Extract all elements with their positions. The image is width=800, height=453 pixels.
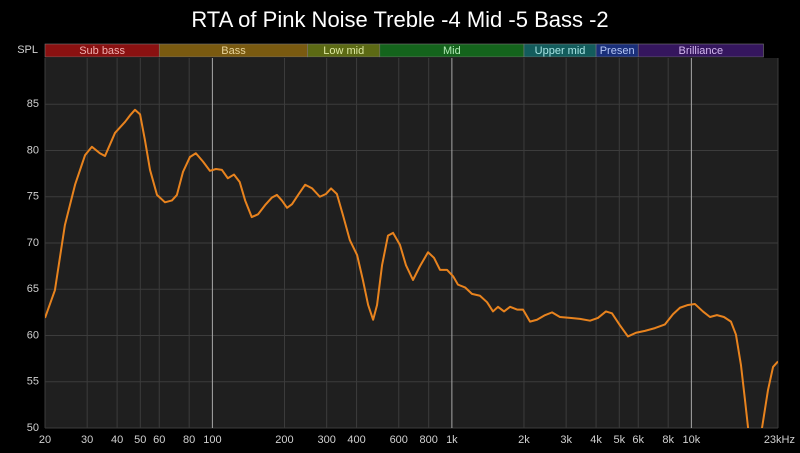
y-axis-label: SPL bbox=[17, 44, 38, 56]
band-label: Sub bass bbox=[79, 45, 125, 57]
x-tick-label: 4k bbox=[590, 434, 602, 446]
x-tick-label: 100 bbox=[203, 434, 221, 446]
x-tick-label: 2k bbox=[518, 434, 530, 446]
band-label: Upper mid bbox=[535, 45, 586, 57]
x-tick-label: 40 bbox=[111, 434, 123, 446]
rta-curve bbox=[45, 108, 778, 428]
x-tick-label: 1k bbox=[446, 434, 458, 446]
x-tick-label: 300 bbox=[317, 434, 335, 446]
x-tick-label: 400 bbox=[347, 434, 365, 446]
x-tick-label: 5k bbox=[613, 434, 625, 446]
x-tick-label: 30 bbox=[81, 434, 93, 446]
x-tick-label: 80 bbox=[183, 434, 195, 446]
band-label: Bass bbox=[221, 45, 246, 57]
x-tick-label: 6k bbox=[632, 434, 644, 446]
x-tick-label: 20 bbox=[39, 434, 51, 446]
y-tick-label: 80 bbox=[27, 144, 39, 156]
x-tick-label: 50 bbox=[134, 434, 146, 446]
band bbox=[637, 43, 764, 58]
x-tick-label: 60 bbox=[153, 434, 165, 446]
x-tick-label: 8k bbox=[662, 434, 674, 446]
x-tick-label: 23kHz bbox=[764, 434, 795, 446]
x-tick-label: 200 bbox=[275, 434, 293, 446]
band-label: Brilliance bbox=[679, 45, 724, 57]
x-tick-label: 10k bbox=[682, 434, 700, 446]
band-label: Presen bbox=[600, 45, 635, 57]
y-tick-label: 60 bbox=[27, 329, 39, 341]
y-tick-label: 75 bbox=[27, 191, 39, 203]
y-tick-label: 50 bbox=[27, 422, 39, 434]
x-tick-label: 600 bbox=[390, 434, 408, 446]
y-tick-label: 65 bbox=[27, 283, 39, 295]
band-label: Low mid bbox=[323, 45, 364, 57]
y-tick-label: 55 bbox=[27, 376, 39, 388]
band-label: Mid bbox=[443, 45, 461, 57]
y-tick-label: 70 bbox=[27, 237, 39, 249]
x-tick-label: 3k bbox=[560, 434, 572, 446]
chart-title: RTA of Pink Noise Treble -4 Mid -5 Bass … bbox=[191, 7, 608, 32]
x-tick-label: 800 bbox=[419, 434, 437, 446]
y-tick-label: 85 bbox=[27, 98, 39, 110]
